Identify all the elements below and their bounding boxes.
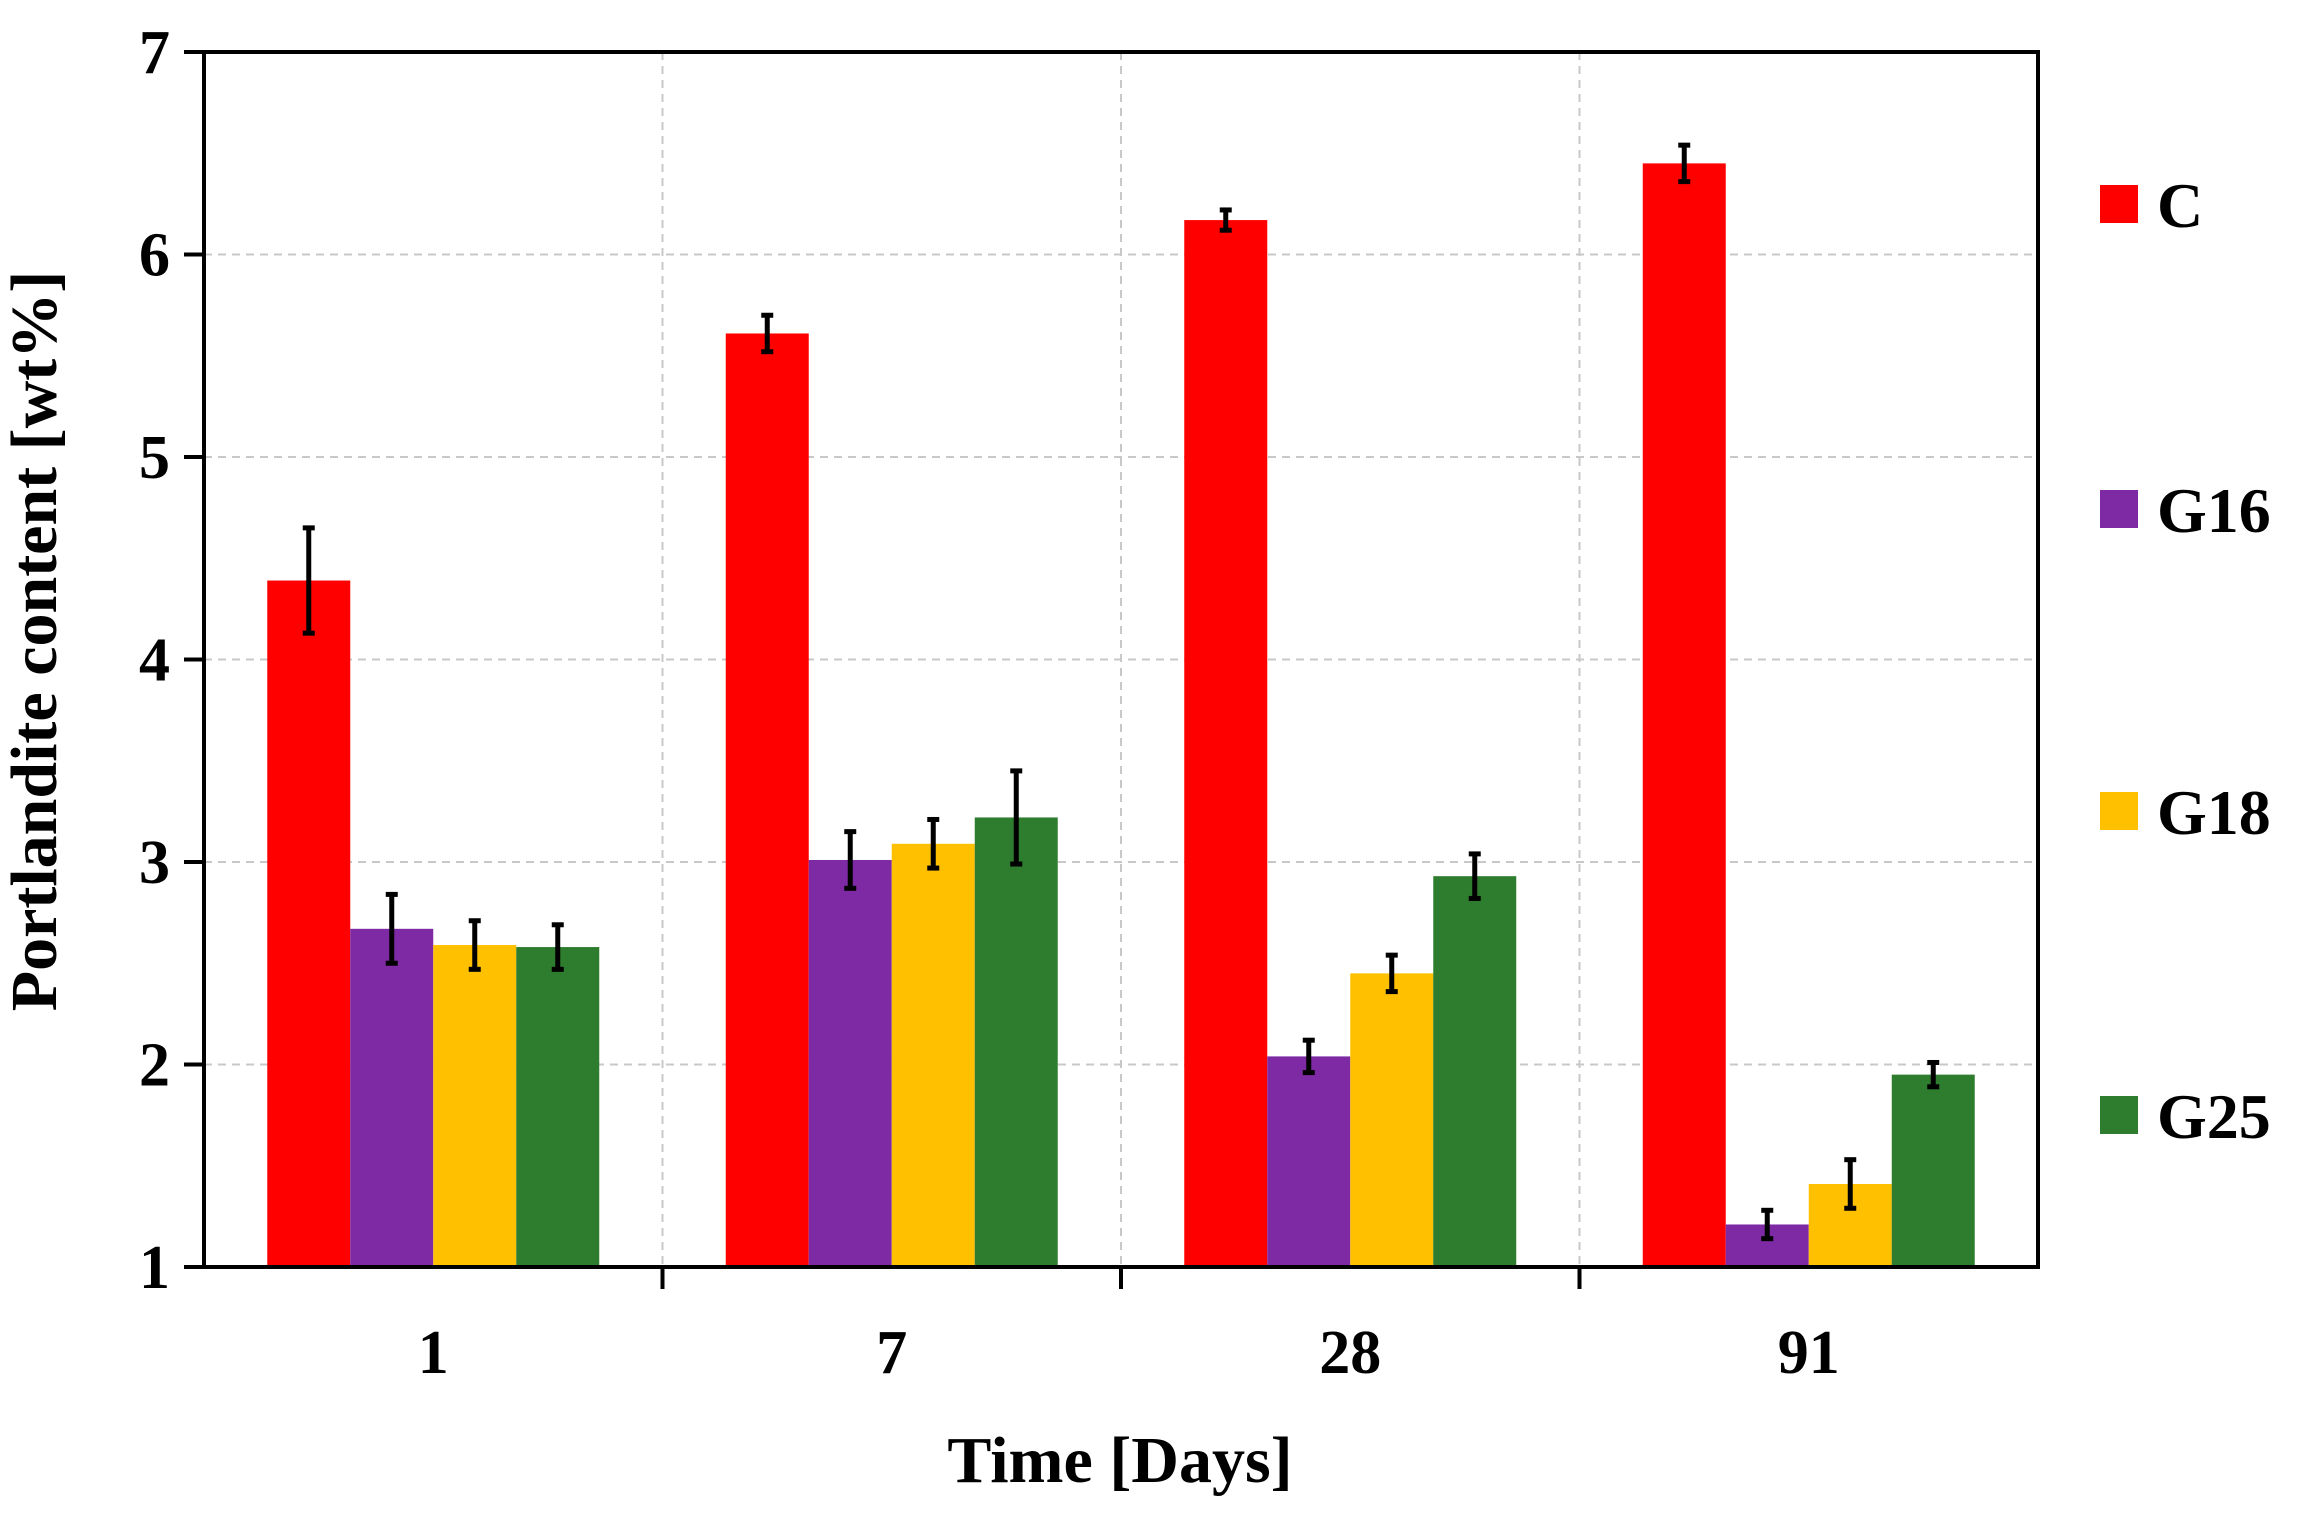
bar-g18-day-1 xyxy=(433,945,517,1267)
error-bar-c-day-7 xyxy=(761,312,774,355)
bar-c-day-28 xyxy=(1184,220,1268,1268)
y-tick-label-4: 4 xyxy=(139,627,170,695)
legend-item-g16: G16 xyxy=(2100,475,2271,546)
error-bar-c-day-91 xyxy=(1678,142,1691,185)
y-tick-label-7: 7 xyxy=(139,19,170,87)
legend-swatch-c xyxy=(2100,185,2138,223)
y-axis: 1 2 3 4 5 6 7 xyxy=(139,19,204,1302)
bar-g25-day-7 xyxy=(974,817,1058,1267)
error-bar-c-day-1 xyxy=(302,525,315,636)
error-bar-g16-day-1 xyxy=(385,891,398,966)
error-bar-g25-day-7 xyxy=(1010,768,1023,867)
error-bar-g18-day-91 xyxy=(1844,1157,1857,1211)
bar-g18-day-28 xyxy=(1350,973,1434,1267)
bar-g25-day-28 xyxy=(1433,876,1517,1267)
error-bar-g18-day-28 xyxy=(1385,952,1398,995)
y-tick-label-2: 2 xyxy=(139,1032,170,1100)
bar-g16-day-28 xyxy=(1267,1056,1351,1267)
y-tick-label-5: 5 xyxy=(139,424,170,492)
gridlines xyxy=(204,52,2038,1267)
x-axis: 1 7 28 91 xyxy=(418,1267,1840,1387)
error-bar-g16-day-28 xyxy=(1302,1037,1315,1076)
legend-item-c: C xyxy=(2100,170,2203,241)
x-tick-label-91: 91 xyxy=(1778,1319,1840,1387)
bar-c-day-7 xyxy=(725,333,809,1268)
error-bar-c-day-28 xyxy=(1219,207,1232,233)
error-bar-g16-day-91 xyxy=(1761,1207,1774,1242)
error-bar-g25-day-28 xyxy=(1468,851,1481,901)
y-tick-label-6: 6 xyxy=(139,222,170,290)
legend: C G16 G18 G25 xyxy=(2100,170,2271,1152)
legend-swatch-g16 xyxy=(2100,490,2138,528)
bars xyxy=(267,163,1975,1268)
legend-swatch-g25 xyxy=(2100,1096,2138,1134)
legend-label-g16: G16 xyxy=(2157,475,2271,546)
error-bar-g25-day-91 xyxy=(1927,1059,1940,1090)
x-tick-label-28: 28 xyxy=(1319,1319,1381,1387)
x-tick-label-1: 1 xyxy=(418,1319,449,1387)
bar-g18-day-7 xyxy=(891,843,975,1267)
legend-swatch-g18 xyxy=(2100,792,2138,830)
legend-label-c: C xyxy=(2157,170,2203,241)
bar-c-day-1 xyxy=(267,580,351,1267)
legend-label-g25: G25 xyxy=(2157,1081,2271,1152)
bar-g16-day-1 xyxy=(350,928,434,1267)
error-bar-g18-day-1 xyxy=(468,918,481,972)
error-bars xyxy=(302,142,1940,1242)
legend-item-g25: G25 xyxy=(2100,1081,2271,1152)
error-bar-g18-day-7 xyxy=(927,816,940,871)
x-axis-title: Time [Days] xyxy=(947,1424,1292,1497)
error-bar-g16-day-7 xyxy=(844,829,857,891)
bar-g25-day-91 xyxy=(1891,1074,1975,1267)
y-tick-label-3: 3 xyxy=(139,829,170,897)
x-tick-label-7: 7 xyxy=(876,1319,907,1387)
bar-g25-day-1 xyxy=(516,947,600,1267)
y-axis-title: Portlandite content [wt%] xyxy=(0,271,71,1012)
bar-c-day-91 xyxy=(1642,163,1726,1267)
legend-label-g18: G18 xyxy=(2157,777,2271,848)
legend-item-g18: G18 xyxy=(2100,777,2271,848)
y-tick-label-1: 1 xyxy=(139,1234,170,1302)
error-bar-g25-day-1 xyxy=(551,922,564,972)
bar-g16-day-7 xyxy=(808,859,892,1267)
